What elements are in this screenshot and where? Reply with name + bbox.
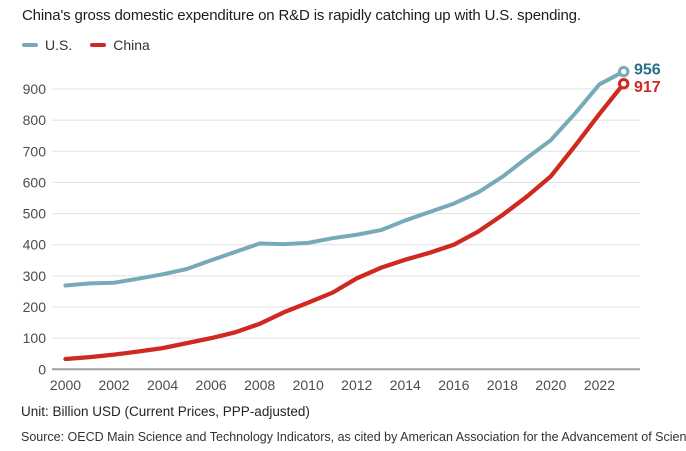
end-value-label-us: 956 <box>634 62 661 79</box>
end-marker-china-icon <box>618 78 630 90</box>
x-tick-label: 2002 <box>98 377 129 393</box>
x-tick-label: 2010 <box>293 377 324 393</box>
series-line-us <box>63 69 626 288</box>
unit-note: Unit: Billion USD (Current Prices, PPP-a… <box>21 404 310 419</box>
source-note: Source: OECD Main Science and Technology… <box>21 430 686 444</box>
x-tick-label: 2004 <box>147 377 178 393</box>
series-line-china <box>63 81 626 362</box>
legend-item-us: U.S. <box>22 37 72 53</box>
x-tick-label: 2006 <box>196 377 227 393</box>
x-tick-label: 2008 <box>244 377 275 393</box>
y-tick-label: 400 <box>23 237 47 253</box>
x-tick-label: 2014 <box>390 377 421 393</box>
y-tick-label: 300 <box>23 268 47 284</box>
y-tick-label: 100 <box>23 330 47 346</box>
x-tick-label: 2000 <box>50 377 81 393</box>
x-tick-label: 2012 <box>341 377 372 393</box>
y-tick-label: 700 <box>23 143 47 159</box>
legend-label-china: China <box>113 37 150 53</box>
y-tick-label: 500 <box>23 206 47 222</box>
y-tick-label: 600 <box>23 174 47 190</box>
end-marker-us-icon <box>618 65 630 78</box>
chart-title: China's gross domestic expenditure on R&… <box>22 7 581 24</box>
x-tick-label: 2018 <box>487 377 518 393</box>
x-tick-label: 2022 <box>584 377 615 393</box>
y-tick-label: 0 <box>38 361 46 377</box>
x-tick-label: 2020 <box>535 377 566 393</box>
us-line-swatch-icon <box>22 43 38 47</box>
y-tick-label: 900 <box>23 81 47 97</box>
end-value-label-china: 917 <box>634 79 661 96</box>
x-tick-label: 2016 <box>438 377 469 393</box>
legend-item-china: China <box>90 37 150 53</box>
y-tick-label: 200 <box>23 299 47 315</box>
y-tick-label: 800 <box>23 112 47 128</box>
chart-legend: U.S. China <box>22 37 150 53</box>
legend-label-us: U.S. <box>45 37 73 53</box>
china-line-swatch-icon <box>90 43 107 47</box>
